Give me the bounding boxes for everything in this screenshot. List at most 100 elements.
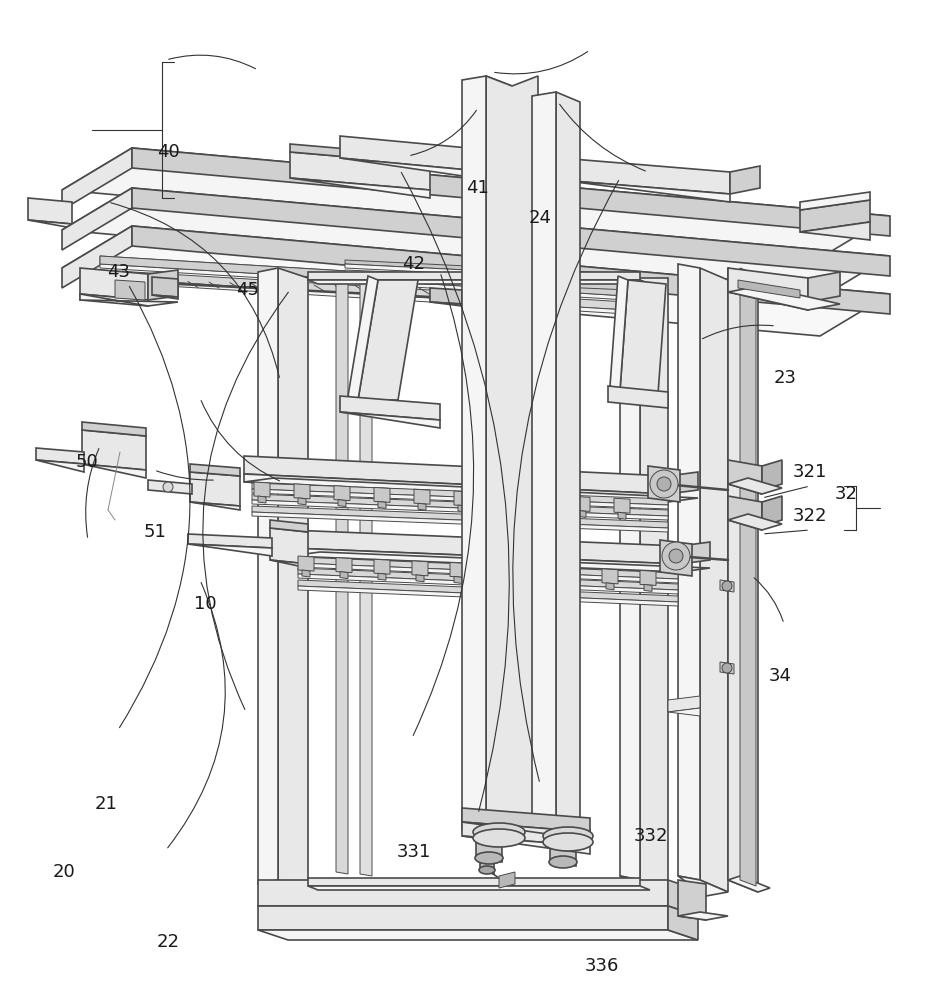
Polygon shape <box>188 544 272 556</box>
Polygon shape <box>36 448 84 464</box>
Polygon shape <box>414 489 430 504</box>
Polygon shape <box>418 503 426 510</box>
Polygon shape <box>668 708 700 716</box>
Polygon shape <box>190 472 240 506</box>
Polygon shape <box>700 268 728 892</box>
Polygon shape <box>620 280 666 394</box>
Polygon shape <box>100 264 660 302</box>
Polygon shape <box>668 696 700 712</box>
Polygon shape <box>610 276 628 390</box>
Polygon shape <box>258 880 308 894</box>
Polygon shape <box>412 561 428 576</box>
Polygon shape <box>728 876 770 892</box>
Circle shape <box>657 477 671 491</box>
Ellipse shape <box>475 852 503 864</box>
Text: 321: 321 <box>793 463 827 481</box>
Polygon shape <box>738 280 800 298</box>
Polygon shape <box>728 484 762 494</box>
Ellipse shape <box>479 866 495 874</box>
Polygon shape <box>258 906 698 916</box>
Polygon shape <box>252 494 668 516</box>
Polygon shape <box>668 472 698 494</box>
Polygon shape <box>100 270 660 312</box>
Polygon shape <box>680 542 710 564</box>
Polygon shape <box>132 148 890 236</box>
Polygon shape <box>298 557 678 579</box>
Polygon shape <box>462 808 590 832</box>
Polygon shape <box>132 226 890 314</box>
Polygon shape <box>334 486 350 501</box>
Polygon shape <box>254 482 270 497</box>
Polygon shape <box>578 510 586 517</box>
Polygon shape <box>486 76 538 836</box>
Polygon shape <box>252 506 668 528</box>
Polygon shape <box>476 838 502 862</box>
Polygon shape <box>290 152 430 190</box>
Polygon shape <box>499 872 515 888</box>
Polygon shape <box>100 256 660 298</box>
Polygon shape <box>728 460 762 490</box>
Polygon shape <box>290 530 680 564</box>
Polygon shape <box>308 280 650 284</box>
Text: 21: 21 <box>94 795 117 813</box>
Polygon shape <box>454 491 470 506</box>
Polygon shape <box>728 478 782 494</box>
Polygon shape <box>244 478 698 502</box>
Polygon shape <box>340 136 490 172</box>
Polygon shape <box>62 226 132 288</box>
Text: 32: 32 <box>834 485 857 503</box>
Polygon shape <box>668 906 698 940</box>
Circle shape <box>669 549 683 563</box>
Polygon shape <box>720 662 734 674</box>
Text: 34: 34 <box>768 667 791 685</box>
Polygon shape <box>290 548 680 572</box>
Polygon shape <box>82 464 146 478</box>
Polygon shape <box>462 836 590 854</box>
Polygon shape <box>298 556 314 571</box>
Polygon shape <box>462 822 590 840</box>
Polygon shape <box>336 558 352 573</box>
Polygon shape <box>298 563 678 583</box>
Text: 50: 50 <box>76 453 98 471</box>
Polygon shape <box>498 507 506 514</box>
Polygon shape <box>62 226 890 336</box>
Polygon shape <box>148 480 192 494</box>
Polygon shape <box>252 512 668 532</box>
Polygon shape <box>374 487 390 502</box>
Ellipse shape <box>549 856 577 868</box>
Polygon shape <box>358 280 418 400</box>
Polygon shape <box>462 76 486 830</box>
Polygon shape <box>720 580 734 592</box>
Polygon shape <box>290 178 430 198</box>
Ellipse shape <box>543 833 593 851</box>
Polygon shape <box>308 878 640 886</box>
Polygon shape <box>252 483 668 505</box>
Polygon shape <box>532 92 556 834</box>
Polygon shape <box>728 292 808 310</box>
Text: 40: 40 <box>157 143 179 161</box>
Polygon shape <box>80 294 148 306</box>
Polygon shape <box>534 495 550 510</box>
Polygon shape <box>620 272 640 880</box>
Polygon shape <box>462 820 590 846</box>
Polygon shape <box>252 489 668 509</box>
Polygon shape <box>290 144 430 164</box>
Polygon shape <box>728 514 782 530</box>
Text: 42: 42 <box>402 255 425 273</box>
Polygon shape <box>290 552 710 572</box>
Polygon shape <box>244 456 668 494</box>
Text: 10: 10 <box>194 595 217 613</box>
Polygon shape <box>678 264 700 880</box>
Polygon shape <box>568 581 576 588</box>
Polygon shape <box>308 886 650 890</box>
Polygon shape <box>454 576 462 583</box>
Polygon shape <box>560 158 730 194</box>
Polygon shape <box>338 500 346 507</box>
Ellipse shape <box>543 827 593 845</box>
Polygon shape <box>258 496 266 503</box>
Polygon shape <box>560 180 730 202</box>
Polygon shape <box>62 188 890 298</box>
Polygon shape <box>530 580 538 587</box>
Polygon shape <box>270 560 308 568</box>
Polygon shape <box>188 534 272 548</box>
